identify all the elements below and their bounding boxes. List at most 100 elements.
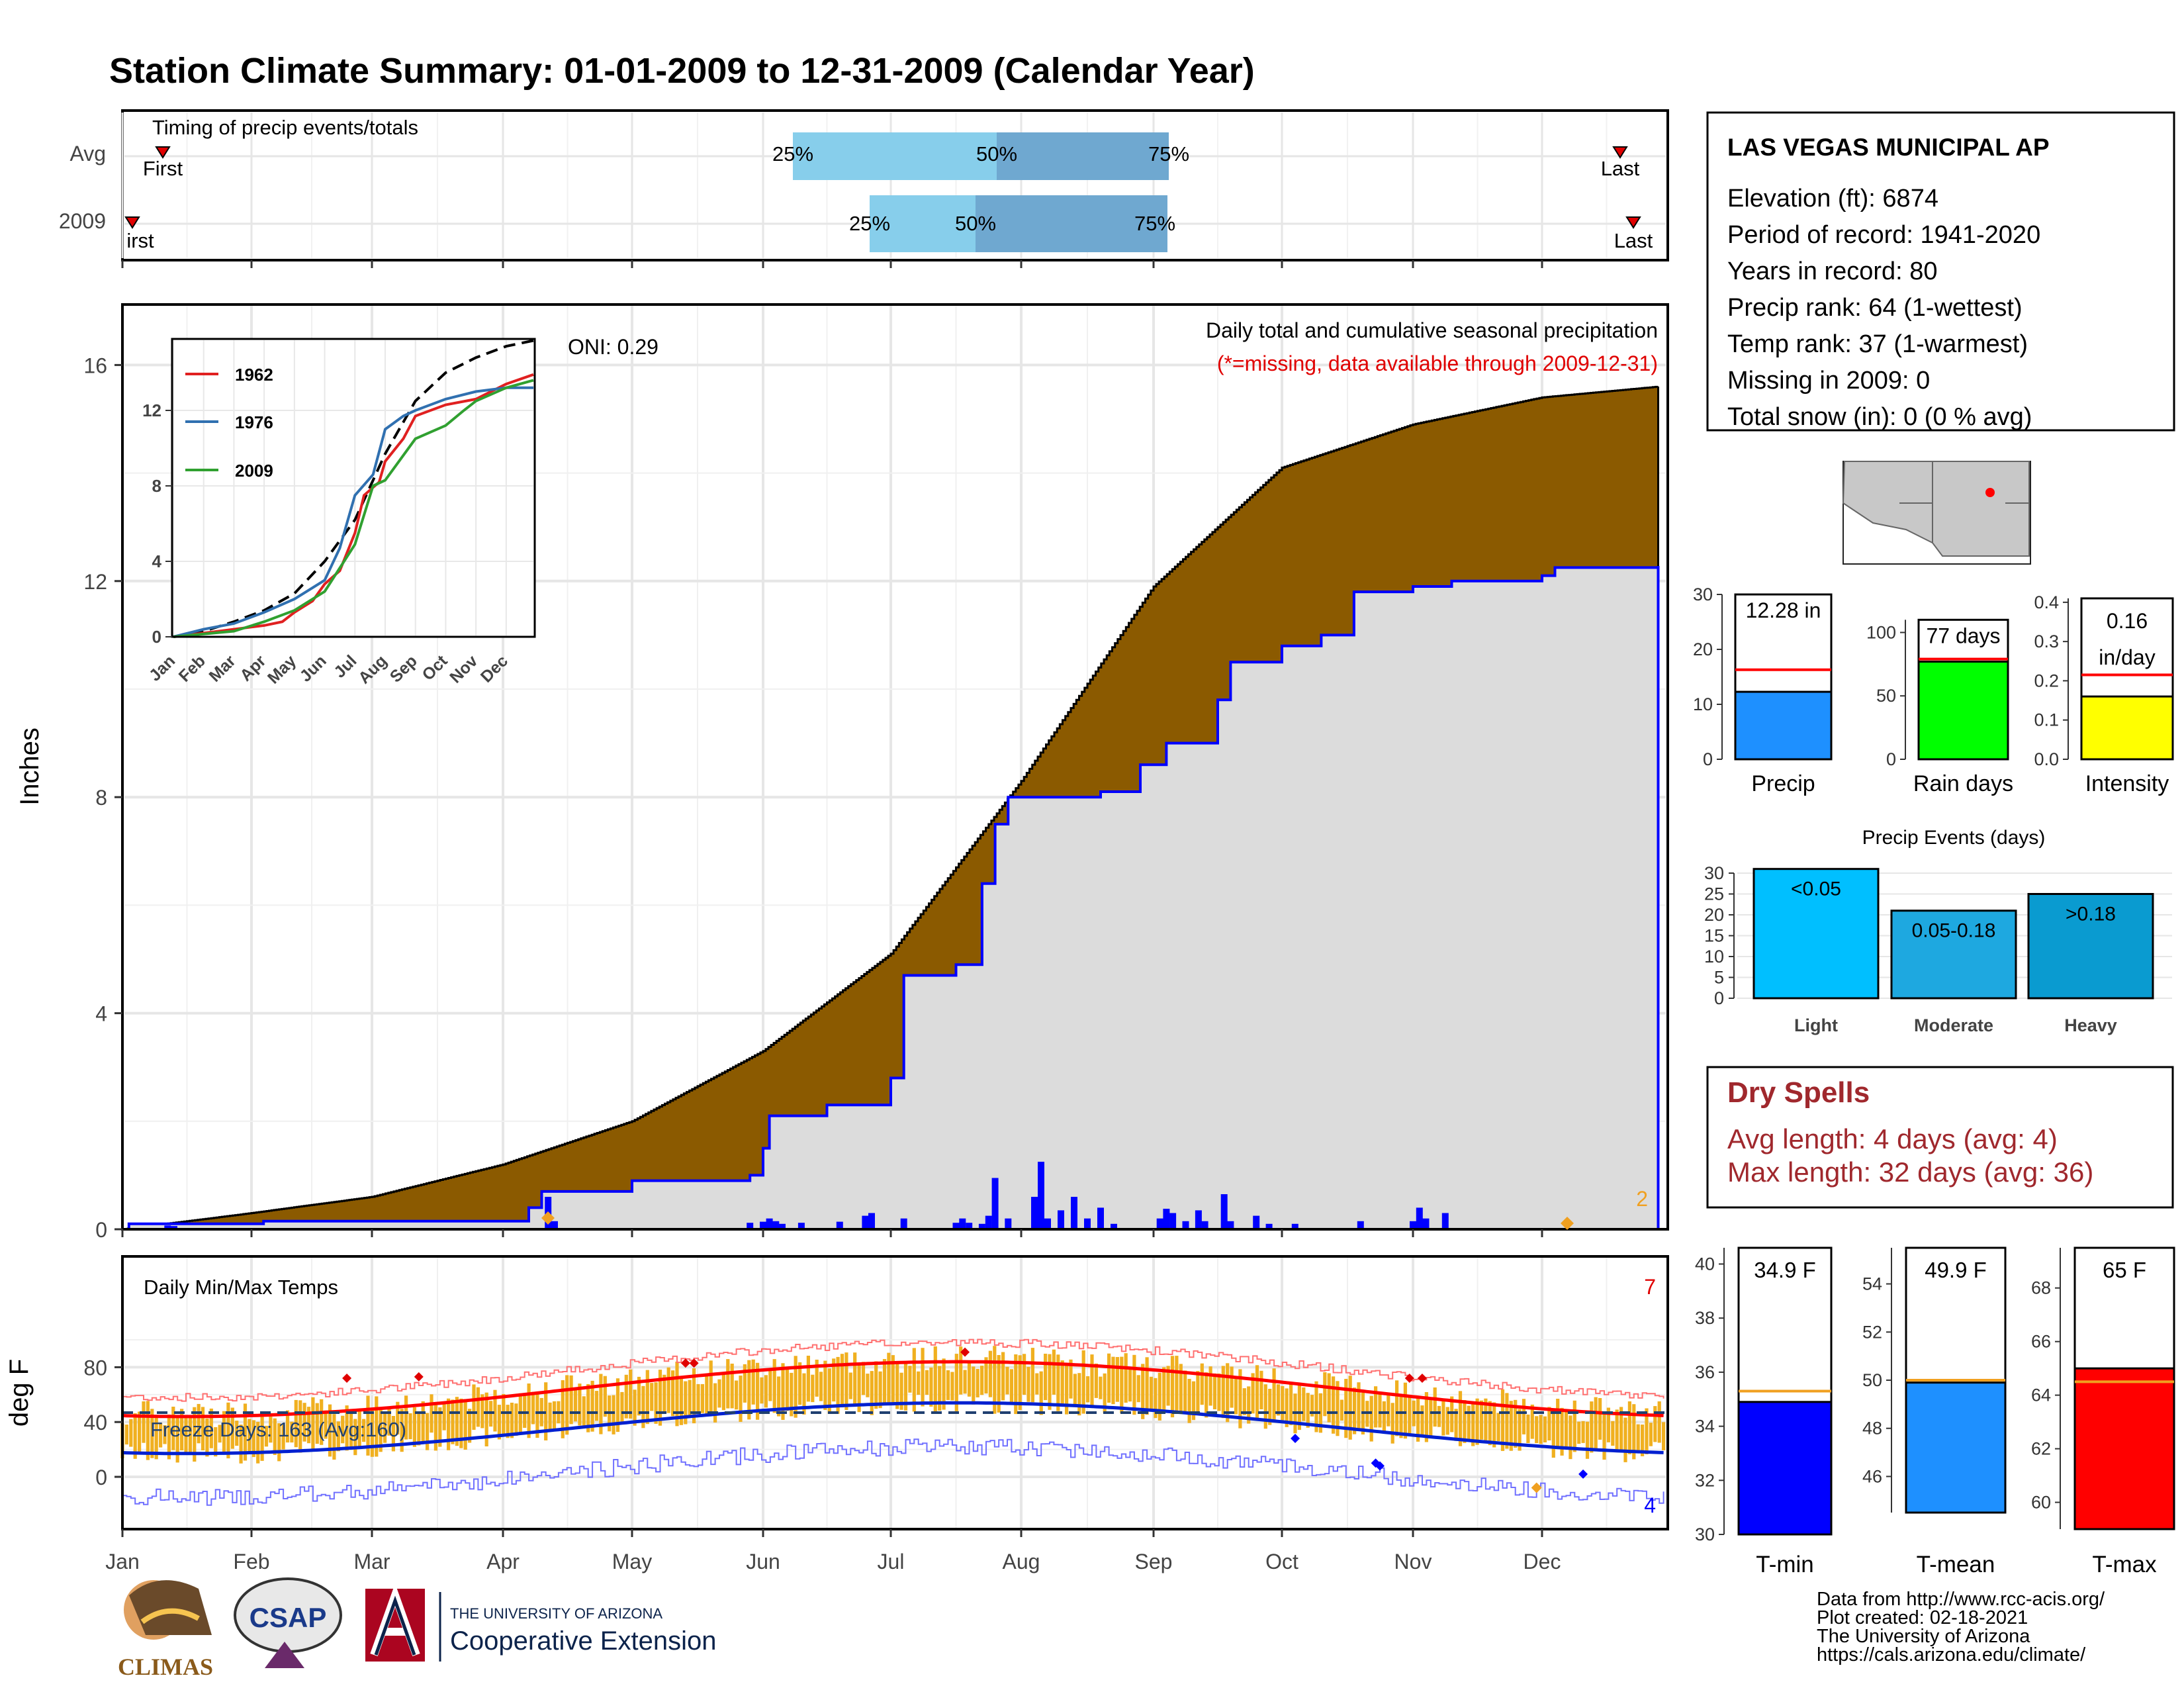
daily-temp-bar	[1437, 1405, 1441, 1427]
daily-temp-bar	[908, 1366, 912, 1393]
daily-temp-bar	[684, 1381, 688, 1425]
daily-temp-bar	[1399, 1395, 1403, 1438]
avg-iqr-high	[997, 132, 1169, 180]
daily-temp-bar	[1289, 1382, 1293, 1425]
daily-temp-bar	[1030, 1348, 1034, 1403]
daily-temp-bar	[1187, 1379, 1191, 1423]
daily-temp-bar	[256, 1421, 260, 1464]
gauge-tick-label: 0.4	[2034, 592, 2059, 612]
daily-temp-bar	[1408, 1397, 1412, 1435]
daily-temp-bar	[1543, 1416, 1547, 1442]
daily-temp-bar	[1463, 1400, 1467, 1443]
daily-temp-bar	[1154, 1378, 1158, 1419]
daily-temp-bar	[1217, 1373, 1221, 1411]
daily-temp-bar	[167, 1414, 171, 1460]
gauge-tick-label: 20	[1693, 639, 1713, 659]
gauge-value: 12.28 in	[1746, 598, 1821, 622]
daily-temp-bar	[666, 1367, 670, 1413]
page-title: Station Climate Summary: 01-01-2009 to 1…	[109, 51, 1255, 91]
footer-line: The University of Arizona	[1817, 1626, 2030, 1647]
dry-spells: Dry Spells Avg length: 4 days (avg: 4) M…	[1706, 1066, 2174, 1209]
daily-temp-bar	[451, 1399, 455, 1444]
daily-temp-bar	[590, 1380, 594, 1432]
daily-temp-bar	[298, 1400, 302, 1453]
daily-temp-bar	[1081, 1350, 1085, 1414]
month-label: Oct	[1265, 1550, 1298, 1573]
daily-temp-bar	[493, 1389, 497, 1432]
daily-precip-bar	[1265, 1223, 1273, 1229]
daily-precip-bar	[747, 1223, 754, 1229]
daily-temp-bar	[197, 1403, 201, 1444]
daily-temp-bar	[743, 1364, 747, 1403]
daily-temp-bar	[1374, 1386, 1378, 1428]
gauge-tick-label: 50	[1876, 686, 1896, 706]
daily-temp-bar	[1572, 1400, 1576, 1452]
daily-precip-bar	[1084, 1218, 1091, 1229]
daily-precip-bar	[797, 1223, 805, 1229]
missing-count: 2	[1636, 1187, 1648, 1211]
temp-label: Daily Min/Max Temps	[144, 1276, 338, 1299]
daily-temp-bar	[1247, 1386, 1251, 1424]
daily-temp-bar	[1395, 1380, 1399, 1436]
daily-precip-bar	[868, 1213, 875, 1229]
record-high-marker	[1404, 1373, 1414, 1383]
daily-temp-bar	[294, 1399, 298, 1448]
daily-temp-bar	[1336, 1381, 1340, 1436]
daily-temp-bar	[260, 1415, 264, 1461]
daily-temp-bar	[1382, 1401, 1386, 1434]
gauge-label: T-min	[1756, 1552, 1814, 1577]
daily-temp-bar	[502, 1393, 506, 1434]
daily-temp-bar	[1369, 1395, 1373, 1442]
daily-temp-bar	[154, 1415, 158, 1460]
temp-panel: 0 40 80 Daily Min/Max Temps Freeze Days: 1…	[5, 1255, 1669, 1530]
gauge-label: Intensity	[2085, 771, 2169, 796]
daily-temp-bar	[1090, 1354, 1094, 1405]
daily-temp-bar	[578, 1383, 582, 1426]
record-low-marker	[1291, 1434, 1300, 1444]
y2009-iqr-low	[870, 195, 976, 252]
daily-temp-bar	[214, 1427, 218, 1457]
temp-tick-label: 0	[95, 1466, 107, 1489]
daily-temp-bar	[866, 1374, 870, 1397]
daily-temp-bar	[620, 1391, 624, 1423]
daily-temp-bar	[848, 1372, 852, 1399]
daily-temp-bar	[675, 1361, 679, 1427]
daily-temp-bar	[781, 1363, 785, 1420]
daily-temp-bar	[836, 1356, 840, 1414]
daily-temp-bar	[1662, 1422, 1666, 1450]
daily-temp-bar	[891, 1355, 895, 1403]
daily-temp-bar	[963, 1370, 967, 1394]
daily-temp-bar	[383, 1413, 387, 1443]
record-low-marker	[1578, 1469, 1588, 1479]
events-bar-label: Light	[1794, 1015, 1838, 1035]
daily-temp-bar	[735, 1380, 739, 1410]
daily-temp-bar	[895, 1363, 899, 1409]
daily-temp-bar	[1268, 1389, 1272, 1425]
avg-last-marker	[1612, 146, 1628, 159]
daily-temp-bar	[882, 1359, 887, 1405]
footer-line: Data from http://www.rcc-acis.org/	[1817, 1589, 2105, 1610]
gauge-tick-label: 0.2	[2034, 671, 2059, 690]
daily-temp-bar	[785, 1369, 789, 1411]
daily-temp-bars	[120, 1346, 1666, 1464]
month-label: May	[612, 1550, 652, 1573]
daily-temp-bar	[976, 1369, 979, 1397]
daily-precip-bar	[862, 1215, 869, 1229]
gauge-bar	[1905, 1382, 2007, 1514]
temp-tick-label: 80	[83, 1356, 107, 1380]
daily-temp-bar	[133, 1413, 137, 1459]
daily-temp-bar	[827, 1368, 831, 1414]
daily-temp-bar	[535, 1392, 539, 1438]
daily-temp-bar	[751, 1359, 755, 1405]
daily-temp-bar	[472, 1384, 476, 1430]
daily-temp-bar	[772, 1359, 776, 1413]
inset-2009-line	[173, 379, 534, 638]
y2009-p75: 75%	[1134, 212, 1175, 235]
gauge-tick-label: 50	[1862, 1370, 1882, 1390]
events-tick-label: 15	[1704, 926, 1724, 946]
normal-max-line	[122, 1360, 1664, 1419]
daily-temp-bar	[692, 1368, 696, 1424]
gauge-tick-label: 32	[1695, 1470, 1715, 1490]
avg-first-marker	[155, 146, 171, 159]
daily-temp-bar	[1378, 1393, 1382, 1428]
